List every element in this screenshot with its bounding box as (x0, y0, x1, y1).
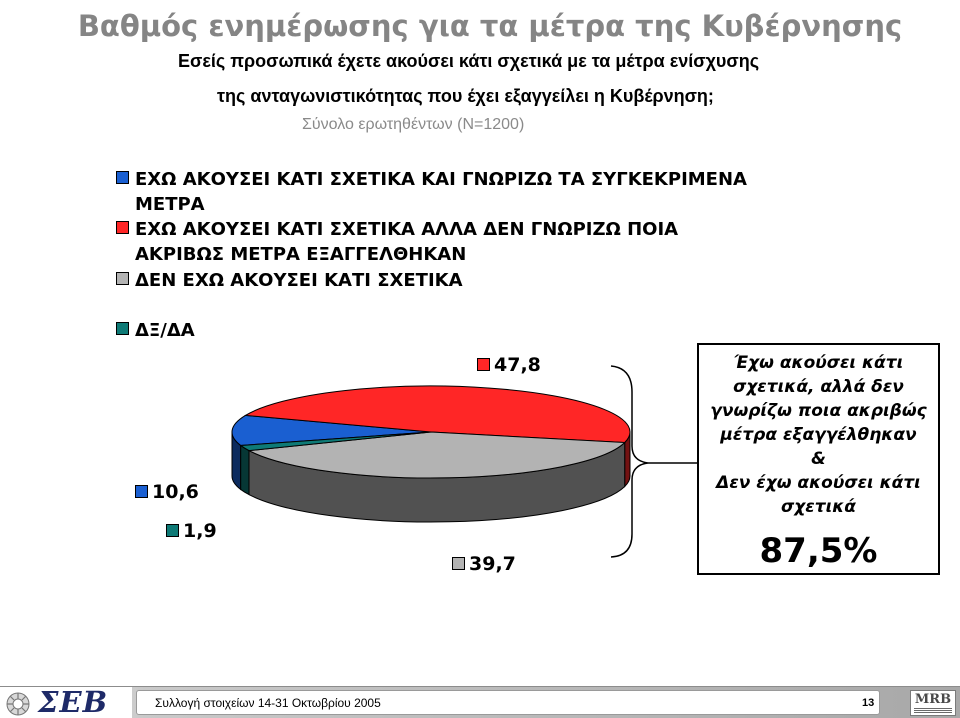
legend-label: ΕΧΩ ΑΚΟΥΣΕΙ ΚΑΤΙ ΣΧΕΤΙΚΑ ΑΛΛΑ ΔΕΝ ΓΝΩΡΙΖ… (135, 217, 678, 267)
footer-panel: Συλλογή στοιχείων 14-31 Οκτωβρίου 2005 1… (136, 690, 880, 715)
pie-slice-2 (247, 431, 626, 479)
data-label-swatch (166, 524, 179, 537)
data-label-value: 47,8 (494, 354, 541, 376)
pie-tops (231, 385, 631, 479)
callout-line: γνωρίζω ποια ακριβώς (710, 401, 927, 421)
mrb-logo-bars (914, 708, 952, 713)
callout-line: μέτρα εξαγγέλθηκαν (720, 425, 917, 445)
callout-line: σχετικά, αλλά δεν (733, 377, 904, 397)
legend-swatch-red (116, 221, 129, 234)
legend-label: ΔΞ/ΔΑ (135, 318, 195, 343)
page-number: 13 (862, 697, 875, 709)
legend-label: ΕΧΩ ΑΚΟΥΣΕΙ ΚΑΤΙ ΣΧΕΤΙΚΑ ΚΑΙ ΓΝΩΡΙΖΩ ΤΑ … (135, 167, 747, 217)
sample-base: Σύνολο ερωτηθέντων (Ν=1200) (302, 116, 525, 133)
pie-slice-0 (231, 414, 432, 446)
data-label-value: 10,6 (152, 481, 199, 503)
data-label-swatch (452, 557, 465, 570)
data-label-swatch (135, 485, 148, 498)
legend-label: ΔΕΝ ΕΧΩ ΑΚΟΥΣΕΙ ΚΑΤΙ ΣΧΕΤΙΚΑ (135, 268, 463, 293)
page-title: Βαθμός ενημέρωσης για τα μέτρα της Κυβέρ… (77, 9, 903, 43)
callout-line: Έχω ακούσει κάτι (733, 353, 904, 373)
callout-line: & (811, 449, 826, 469)
legend-label-line: ΕΧΩ ΑΚΟΥΣΕΙ ΚΑΤΙ ΣΧΕΤΙΚΑ ΑΛΛΑ ΔΕΝ ΓΝΩΡΙΖ… (135, 219, 679, 240)
data-label-value: 1,9 (183, 520, 217, 542)
callout-line: Δεν έχω ακούσει κάτι (716, 473, 921, 493)
footer: ΣΕΒ Συλλογή στοιχείων 14-31 Οκτωβρίου 20… (0, 685, 960, 718)
pie-slice-side-3 (240, 444, 250, 496)
callout-text: Έχω ακούσει κάτι σχετικά, αλλά δεν γνωρί… (699, 351, 938, 519)
legend-swatch-teal (116, 322, 129, 335)
mrb-logo: MRB (910, 690, 956, 716)
mrb-logo-text: MRB (914, 692, 952, 707)
legend-label-line: ΜΕΤΡΑ (135, 194, 205, 215)
emblem-icon (6, 692, 30, 716)
legend-label-line: ΑΚΡΙΒΩΣ ΜΕΤΡΑ ΕΞΑΓΓΕΛΘΗΚΑΝ (135, 244, 467, 265)
data-label-swatch (477, 358, 490, 371)
data-label-value: 39,7 (469, 553, 516, 575)
question-line-1: Εσείς προσωπικά έχετε ακούσει κάτι σχετι… (178, 51, 760, 71)
legend-label-line: ΔΕΝ ΕΧΩ ΑΚΟΥΣΕΙ ΚΑΤΙ ΣΧΕΤΙΚΑ (135, 270, 463, 291)
question-line-2: της ανταγωνιστικότητας που έχει εξαγγείλ… (217, 86, 714, 106)
callout-box: Έχω ακούσει κάτι σχετικά, αλλά δεν γνωρί… (697, 343, 940, 575)
legend-swatch-gray (116, 272, 129, 285)
legend-label-line: ΔΞ/ΔΑ (135, 320, 195, 341)
footer-text: Συλλογή στοιχείων 14-31 Οκτωβρίου 2005 (155, 696, 381, 710)
legend-swatch-blue (116, 171, 129, 184)
callout-total: 87,5% (759, 531, 878, 571)
pie-slice-3 (239, 431, 432, 452)
pie-slice-1 (243, 385, 631, 444)
callout-line: σχετικά (781, 497, 856, 517)
footer-logo-area: ΣΕΒ (0, 685, 132, 718)
legend-label-line: ΕΧΩ ΑΚΟΥΣΕΙ ΚΑΤΙ ΣΧΕΤΙΚΑ ΚΑΙ ΓΝΩΡΙΖΩ ΤΑ … (135, 169, 747, 190)
seb-logo: ΣΕΒ (38, 685, 109, 718)
